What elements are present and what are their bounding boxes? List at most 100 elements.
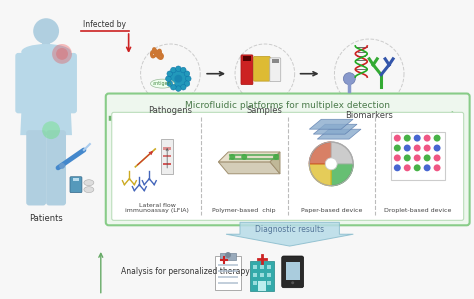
Circle shape (273, 154, 279, 160)
Text: Patients: Patients (29, 214, 63, 223)
Circle shape (181, 85, 186, 90)
Circle shape (424, 135, 430, 141)
Bar (220, 253, 236, 260)
FancyBboxPatch shape (46, 130, 66, 205)
Circle shape (434, 155, 440, 161)
Circle shape (229, 154, 235, 160)
Bar (218, 264, 238, 266)
Circle shape (424, 155, 430, 161)
Text: Microfluidic platforms for multiplex detection: Microfluidic platforms for multiplex det… (185, 101, 390, 110)
Circle shape (343, 73, 356, 85)
FancyBboxPatch shape (270, 58, 281, 82)
Bar (218, 270, 238, 272)
Circle shape (175, 66, 181, 71)
Circle shape (59, 163, 65, 169)
Text: antigen: antigen (153, 81, 172, 86)
Circle shape (167, 71, 173, 77)
Circle shape (168, 69, 188, 89)
Circle shape (414, 135, 420, 141)
Circle shape (291, 281, 294, 284)
Text: Biomarkers: Biomarkers (345, 111, 393, 120)
Circle shape (434, 164, 440, 171)
Circle shape (404, 135, 411, 141)
Circle shape (424, 144, 430, 152)
Ellipse shape (21, 44, 71, 60)
Bar (218, 282, 238, 284)
Bar (215, 256, 241, 290)
Circle shape (184, 81, 190, 86)
Text: Infected by: Infected by (83, 20, 126, 29)
FancyBboxPatch shape (70, 177, 82, 193)
Bar (392, 132, 445, 180)
Circle shape (394, 164, 401, 171)
FancyBboxPatch shape (15, 53, 29, 113)
FancyBboxPatch shape (106, 94, 470, 225)
Bar (272, 59, 279, 63)
Bar (163, 163, 171, 165)
Text: Droplet-based device: Droplet-based device (384, 208, 452, 213)
Circle shape (394, 155, 401, 161)
Circle shape (175, 86, 181, 91)
FancyBboxPatch shape (241, 55, 253, 85)
Text: Polymer-based  chip: Polymer-based chip (212, 208, 276, 213)
Text: Lateral flow
immunoassay (LFIA): Lateral flow immunoassay (LFIA) (125, 203, 189, 213)
Text: Pathogens: Pathogens (148, 106, 192, 115)
Polygon shape (313, 124, 357, 134)
Circle shape (404, 155, 411, 161)
Circle shape (159, 53, 164, 57)
Circle shape (52, 44, 72, 64)
Circle shape (42, 121, 60, 139)
Polygon shape (109, 111, 464, 126)
Circle shape (434, 144, 440, 152)
Bar (286, 262, 300, 280)
Circle shape (434, 135, 440, 141)
Text: Paper-based device: Paper-based device (301, 208, 362, 213)
Circle shape (167, 81, 173, 86)
Bar (42, 42, 50, 50)
Ellipse shape (84, 180, 94, 186)
Polygon shape (310, 119, 353, 129)
FancyBboxPatch shape (26, 130, 46, 205)
Circle shape (171, 85, 176, 90)
Circle shape (225, 252, 231, 258)
Bar (243, 56, 251, 61)
FancyBboxPatch shape (254, 57, 270, 81)
Bar (163, 147, 171, 150)
Circle shape (33, 18, 59, 44)
Polygon shape (219, 162, 280, 174)
Bar (163, 155, 171, 158)
Bar (267, 273, 271, 277)
Circle shape (404, 144, 411, 152)
Circle shape (56, 48, 68, 60)
FancyBboxPatch shape (63, 53, 77, 113)
Circle shape (174, 75, 182, 83)
Bar (260, 281, 264, 285)
Polygon shape (270, 152, 280, 174)
Bar (218, 276, 238, 278)
Text: Analysis for personalized therapy: Analysis for personalized therapy (121, 267, 250, 276)
Bar (250, 261, 274, 291)
Bar (161, 139, 173, 174)
Bar (267, 265, 271, 269)
Circle shape (394, 135, 401, 141)
Polygon shape (310, 142, 331, 164)
Polygon shape (331, 142, 353, 164)
Circle shape (181, 67, 186, 73)
Circle shape (171, 67, 176, 73)
Polygon shape (317, 129, 361, 139)
Circle shape (424, 164, 430, 171)
Polygon shape (310, 164, 331, 186)
Bar (258, 281, 266, 291)
Circle shape (241, 154, 247, 160)
Circle shape (404, 164, 411, 171)
Polygon shape (226, 222, 353, 246)
Text: Samples: Samples (247, 106, 283, 115)
Circle shape (414, 164, 420, 171)
Polygon shape (20, 50, 72, 135)
Bar (253, 265, 257, 269)
Bar (253, 281, 257, 285)
Bar (73, 178, 79, 181)
Bar (260, 265, 264, 269)
Ellipse shape (151, 79, 174, 88)
Text: Diagnostic results: Diagnostic results (255, 225, 324, 234)
